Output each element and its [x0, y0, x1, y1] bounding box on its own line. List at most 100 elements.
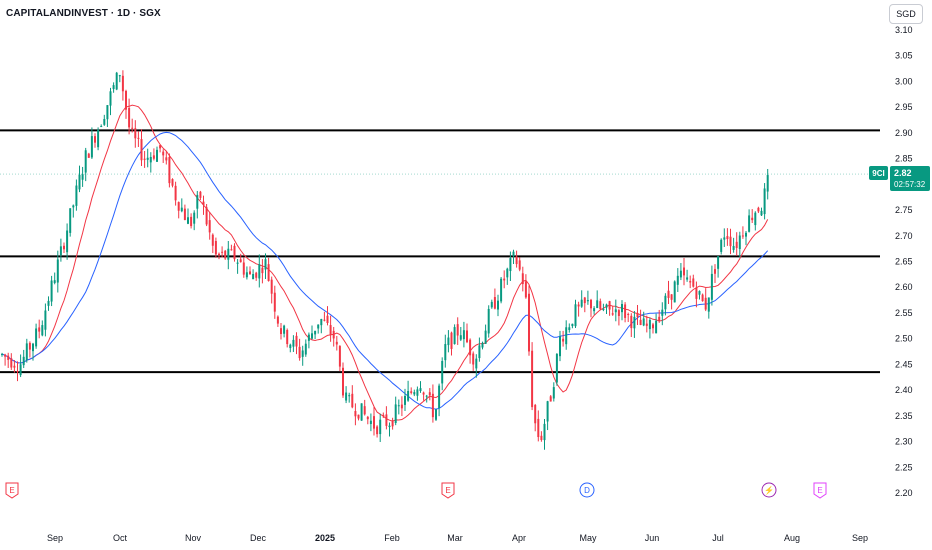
- candle-body: [382, 414, 385, 417]
- date-tick-label: Jul: [712, 533, 724, 543]
- event-letter: E: [817, 486, 822, 495]
- price-tick-label: 2.20: [895, 488, 913, 498]
- candle-body: [35, 328, 38, 347]
- candle-body: [171, 179, 174, 186]
- candle-body: [4, 354, 7, 357]
- candle-body: [264, 259, 267, 270]
- candle-body: [311, 333, 313, 339]
- candle-body: [149, 156, 152, 163]
- candle-body: [286, 329, 289, 345]
- candle-body: [134, 128, 137, 139]
- candle-body: [255, 272, 258, 278]
- price-tick-label: 3.00: [895, 76, 913, 86]
- candle-body: [726, 236, 729, 240]
- candle-body: [87, 153, 90, 158]
- candle-body: [7, 355, 10, 360]
- event-letter: E: [9, 486, 14, 495]
- price-tick-label: 2.40: [895, 385, 913, 395]
- candle-body: [586, 300, 589, 302]
- candle-body: [366, 416, 369, 420]
- candle-body: [193, 212, 196, 224]
- dividend-marker: [579, 482, 595, 498]
- candle-body: [391, 421, 394, 427]
- candle-body: [332, 330, 335, 339]
- price-tag-value: 2.82: [894, 168, 912, 178]
- candle-body: [152, 155, 155, 159]
- candle-body: [686, 277, 689, 280]
- price-tick-label: 3.10: [895, 25, 913, 35]
- candle-body: [283, 325, 286, 334]
- candle-body: [404, 395, 406, 405]
- candle-body: [754, 212, 757, 226]
- candle-body: [720, 239, 723, 252]
- candle-body: [97, 129, 100, 148]
- candle-body: [165, 157, 168, 161]
- candle-body: [469, 339, 472, 356]
- candle-body: [156, 149, 158, 162]
- candle-body: [100, 126, 103, 128]
- date-tick-label: Apr: [512, 533, 526, 543]
- candle-body: [627, 313, 630, 315]
- candle-body: [543, 423, 546, 441]
- candle-body: [233, 245, 236, 260]
- candle-body: [199, 191, 202, 198]
- candle-body: [500, 278, 503, 302]
- candle-body: [521, 273, 524, 285]
- candle-body: [258, 264, 261, 279]
- candle-body: [22, 356, 25, 366]
- candle-body: [326, 315, 329, 323]
- candle-body: [512, 251, 515, 257]
- candle-body: [407, 390, 410, 401]
- candle-body: [329, 325, 332, 335]
- candle-body: [81, 174, 84, 180]
- candle-body: [655, 320, 658, 334]
- candle-body: [593, 308, 596, 312]
- candle-body: [146, 157, 149, 160]
- candle-body: [208, 220, 211, 233]
- candle-body: [242, 262, 245, 275]
- candle-body: [599, 301, 602, 309]
- earnings-marker: [5, 482, 19, 499]
- candle-body: [410, 391, 413, 393]
- candle-body: [546, 401, 549, 422]
- candle-body: [692, 278, 695, 287]
- price-tick-label: 2.60: [895, 282, 913, 292]
- candle-body: [714, 269, 716, 274]
- candle-body: [168, 157, 171, 184]
- candle-body: [174, 185, 177, 201]
- last-price-tag: 9CI 2.82 02:57:32: [869, 166, 930, 192]
- date-tick-label: Aug: [784, 533, 800, 543]
- candle-body: [301, 350, 304, 357]
- candle-body: [617, 310, 620, 316]
- time-axis: Sep Oct Nov Dec 2025 Feb Mar Apr May Jun Jul Aug Sep: [47, 533, 868, 543]
- price-tick-label: 2.65: [895, 257, 913, 267]
- symbol-tag-text: 9CI: [872, 169, 884, 178]
- candle-body: [56, 259, 59, 283]
- event-letter: D: [584, 486, 590, 495]
- candle-body: [506, 268, 509, 278]
- candle-body: [115, 72, 118, 90]
- candle-body: [298, 346, 301, 359]
- currency-button[interactable]: SGD: [889, 4, 923, 24]
- date-tick-label: 2025: [315, 533, 335, 543]
- candle-body: [196, 194, 199, 209]
- candle-body: [466, 330, 468, 343]
- candle-body: [710, 273, 713, 300]
- candle-body: [280, 328, 282, 335]
- candle-body: [425, 395, 428, 397]
- candle-body: [224, 250, 227, 259]
- price-tick-label: 2.55: [895, 308, 913, 318]
- candle-body: [596, 300, 599, 309]
- candle-body: [342, 367, 344, 396]
- candle-body: [131, 127, 134, 129]
- candle-body: [462, 330, 465, 340]
- candle-body: [202, 201, 205, 205]
- event-markers: E E D ⚡ E: [5, 482, 827, 499]
- candle-body: [16, 370, 19, 372]
- candle-body: [239, 259, 242, 263]
- price-axis: 3.103.053.002.952.902.852.802.752.702.65…: [895, 25, 913, 498]
- candle-body: [44, 310, 47, 330]
- candle-body: [760, 210, 763, 216]
- candle-body: [13, 365, 16, 368]
